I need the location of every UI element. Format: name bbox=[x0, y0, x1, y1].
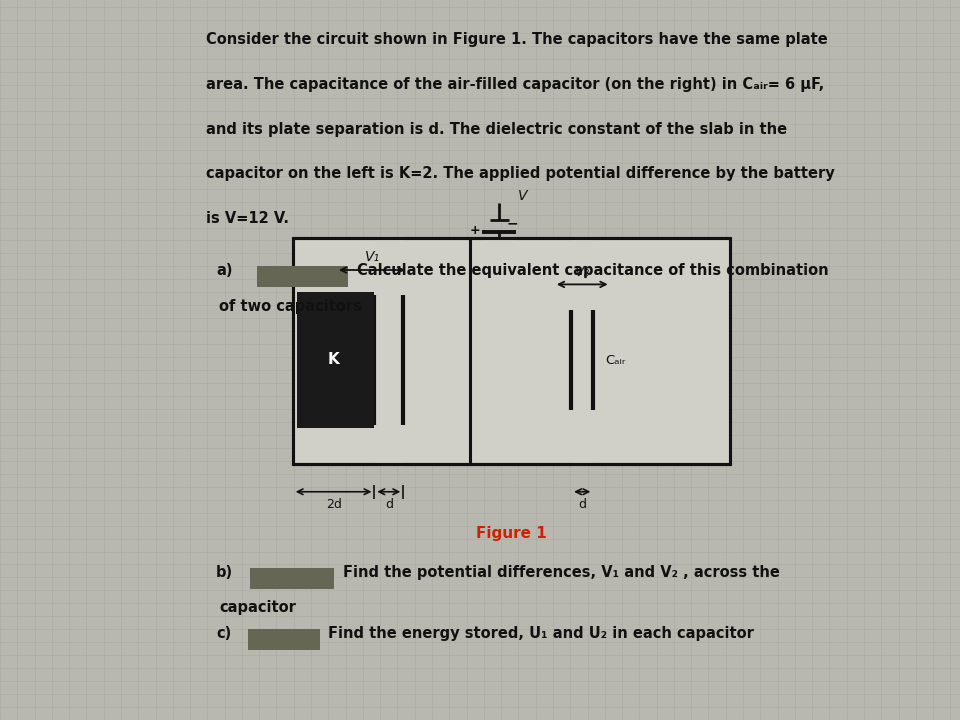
Text: Calculate the equivalent capacitance of this combination: Calculate the equivalent capacitance of … bbox=[357, 263, 828, 278]
FancyBboxPatch shape bbox=[250, 568, 334, 589]
Text: d: d bbox=[578, 498, 587, 510]
Text: Find the potential differences, V₁ and V₂ , across the: Find the potential differences, V₁ and V… bbox=[343, 565, 780, 580]
Text: b): b) bbox=[216, 565, 233, 580]
FancyBboxPatch shape bbox=[257, 266, 348, 287]
Text: +: + bbox=[469, 224, 480, 237]
Text: and its plate separation is d. The dielectric constant of the slab in the: and its plate separation is d. The diele… bbox=[206, 122, 787, 137]
Text: Consider the circuit shown in Figure 1. The capacitors have the same plate: Consider the circuit shown in Figure 1. … bbox=[206, 32, 828, 48]
FancyBboxPatch shape bbox=[248, 629, 320, 650]
Text: V₁: V₁ bbox=[365, 251, 379, 264]
Text: 2d: 2d bbox=[325, 498, 342, 510]
Text: Figure 1: Figure 1 bbox=[476, 526, 546, 541]
Text: V₂: V₂ bbox=[575, 265, 589, 279]
Text: −: − bbox=[507, 216, 518, 230]
Text: area. The capacitance of the air-filled capacitor (on the right) in Cₐᵢᵣ= 6 μF,: area. The capacitance of the air-filled … bbox=[206, 77, 825, 92]
Text: Cₐᵢᵣ: Cₐᵢᵣ bbox=[605, 354, 625, 366]
Text: capacitor on the left is K=2. The applied potential difference by the battery: capacitor on the left is K=2. The applie… bbox=[206, 166, 835, 181]
FancyBboxPatch shape bbox=[293, 238, 730, 464]
Text: c): c) bbox=[216, 626, 231, 642]
Text: V: V bbox=[518, 189, 528, 203]
Text: of two capacitors: of two capacitors bbox=[219, 299, 362, 314]
Text: capacitor: capacitor bbox=[219, 600, 296, 615]
Text: is V=12 V.: is V=12 V. bbox=[206, 211, 289, 226]
Text: Find the energy stored, U₁ and U₂ in each capacitor: Find the energy stored, U₁ and U₂ in eac… bbox=[328, 626, 755, 642]
Text: K: K bbox=[327, 353, 340, 367]
FancyBboxPatch shape bbox=[297, 292, 374, 428]
Text: d: d bbox=[385, 498, 393, 510]
Text: a): a) bbox=[216, 263, 232, 278]
